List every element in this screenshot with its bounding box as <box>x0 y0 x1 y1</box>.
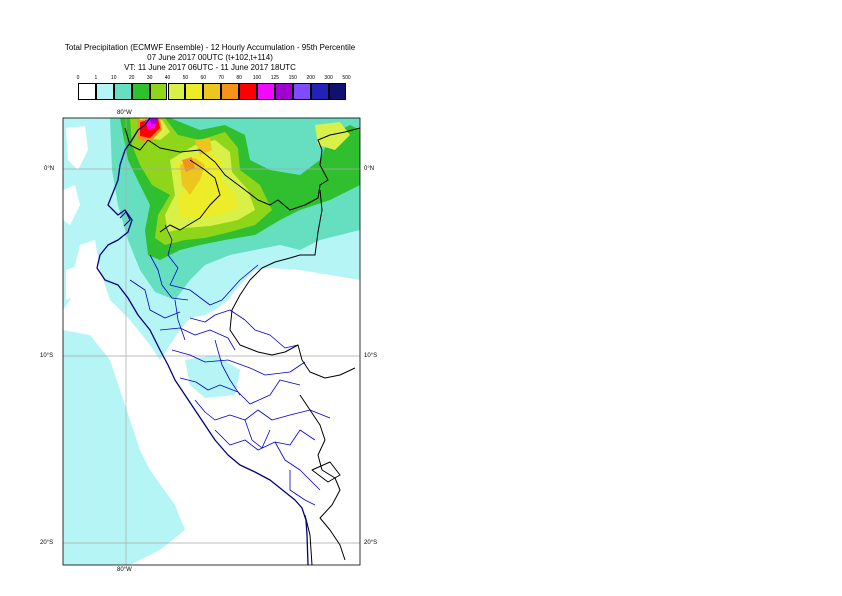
border-brazil <box>229 189 356 379</box>
colorbar-tick-label: 0 <box>76 75 80 81</box>
dept-border <box>149 254 189 301</box>
colorbar-tick-label: 50 <box>182 75 189 81</box>
dept-border <box>189 309 299 349</box>
lat-label-left-20s: 20°S <box>40 540 54 546</box>
colorbar-tick-label: 1 <box>94 75 98 81</box>
lat-label-right-0: 0°N <box>364 166 375 172</box>
lat-label-right-10s: 10°S <box>364 353 378 359</box>
dept-border <box>159 327 236 351</box>
lat-label-left-10s: 10°S <box>40 353 54 359</box>
lat-label-left-0: 0°N <box>44 166 55 172</box>
colorbar-tick-label: 200 <box>306 75 315 81</box>
base-time-subtitle: 07 June 2017 00UTC (t+102,t+114) <box>147 53 273 62</box>
colorbar-swatch <box>310 83 329 100</box>
colorbar-tick-label: 80 <box>236 75 242 81</box>
dept-border <box>194 399 331 421</box>
precip-purple-region <box>150 118 158 124</box>
dept-border <box>129 279 181 319</box>
colorbar-swatch <box>257 83 275 100</box>
colorbar-swatch <box>274 83 293 100</box>
dept-border <box>274 441 321 491</box>
lake-titicaca <box>311 461 341 483</box>
dept-border <box>289 470 316 506</box>
colorbar-tick-label: 20 <box>128 75 135 81</box>
dept-border <box>214 429 316 451</box>
colorbar-swatch <box>203 83 222 100</box>
coastline <box>96 117 309 566</box>
border-ecuador-peru <box>159 159 221 233</box>
colorbar-swatch <box>113 83 132 100</box>
border-colombia <box>147 127 361 211</box>
colorbar-tick-label: 100 <box>252 75 262 81</box>
dept-border <box>171 349 306 376</box>
dept-border <box>174 299 186 341</box>
chart-title: Total Precipitation (ECMWF Ensemble) - 1… <box>64 43 356 52</box>
colorbar-swatch <box>167 83 186 100</box>
meridian-label-top: 80°W <box>117 110 132 116</box>
colorbar-swatch <box>185 83 204 100</box>
colorbar-tick-label: 500 <box>342 75 351 81</box>
colorbar-swatch <box>95 83 114 100</box>
graticule <box>63 118 360 565</box>
colorbar-tick-label: 300 <box>324 75 333 81</box>
precip-gold-region <box>180 138 212 195</box>
gulf-guayaquil <box>119 211 131 227</box>
lat-label-right-20s: 20°S <box>364 540 378 546</box>
colorbar-tick-label: 125 <box>270 75 280 81</box>
colorbar-swatch <box>149 83 168 100</box>
valid-time-subtitle: VT: 11 June 2017 06UTC - 11 June 2017 18… <box>124 63 296 72</box>
colorbar-tick-label: 30 <box>146 75 153 81</box>
department-borders <box>129 224 331 506</box>
colorbar-swatch <box>292 83 311 100</box>
dept-border <box>164 224 259 306</box>
dry-ocean-patches <box>63 126 88 300</box>
meridian-label-bottom: 80°W <box>117 567 132 573</box>
colorbar-tick-label: 10 <box>111 75 117 81</box>
colorbar-swatch <box>328 83 347 100</box>
map-frame <box>62 117 361 566</box>
dept-border <box>244 419 271 449</box>
colorbar-tick-label: 60 <box>200 75 207 81</box>
dept-border <box>214 339 241 396</box>
country-borders <box>124 127 361 566</box>
precip-ocean-south-region <box>63 330 185 565</box>
colorbar-tick-label: 70 <box>218 75 224 81</box>
border-panama <box>124 127 149 151</box>
colorbar-swatch <box>221 83 240 100</box>
colorbar-tick-label: 40 <box>164 75 171 81</box>
map-field <box>63 118 360 565</box>
colorbar-swatch <box>78 83 96 100</box>
colorbar-swatch <box>239 83 257 100</box>
colorbar-tick-label: 150 <box>288 75 297 81</box>
colorbar-swatch <box>131 83 150 100</box>
